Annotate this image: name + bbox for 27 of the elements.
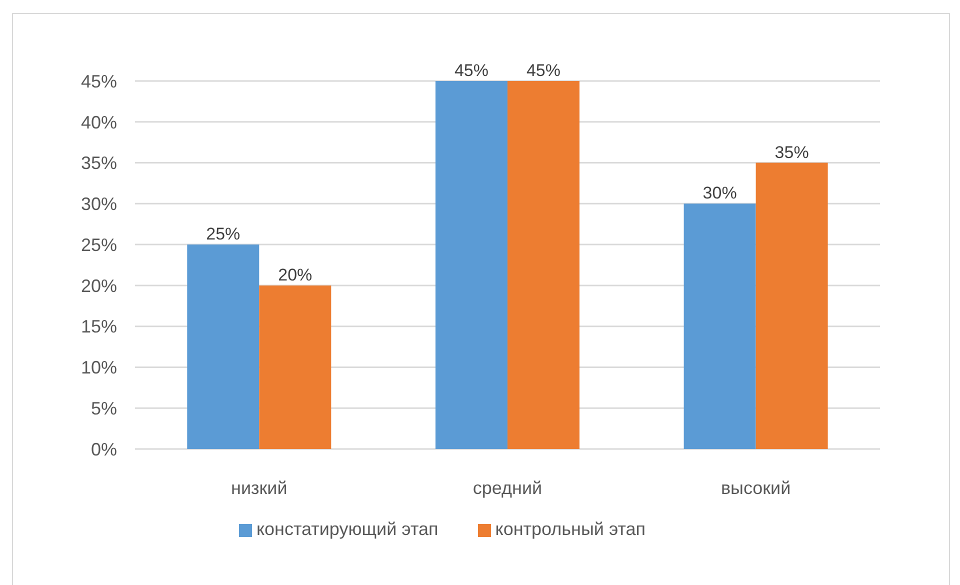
y-tick-label: 40%: [80, 112, 117, 132]
data-label: 20%: [278, 265, 312, 284]
y-tick-label: 35%: [80, 153, 117, 174]
legend-label: констатирующий этап: [256, 519, 438, 539]
bar: [684, 204, 756, 449]
data-label: 25%: [206, 224, 240, 244]
y-tick-label: 45%: [80, 71, 117, 92]
y-tick-label: 10%: [80, 358, 117, 378]
x-tick-label: высокий: [720, 478, 791, 498]
data-label: 30%: [702, 184, 737, 203]
y-tick-label: 30%: [80, 194, 117, 214]
y-tick-label: 25%: [80, 234, 117, 255]
bar: [507, 81, 580, 449]
bar: [259, 285, 332, 449]
y-tick-label: 20%: [80, 276, 117, 296]
y-tick-label: 5%: [90, 398, 117, 418]
y-tick-label: 0%: [90, 439, 117, 460]
x-tick-label: низкий: [231, 478, 288, 498]
bar: [756, 162, 828, 449]
data-label: 35%: [774, 142, 809, 162]
bar: [187, 244, 260, 449]
bar: [435, 81, 508, 449]
legend-label: контрольный этап: [495, 519, 646, 539]
data-label: 45%: [454, 61, 488, 80]
data-label: 45%: [526, 61, 560, 80]
y-tick-label: 15%: [80, 316, 117, 337]
x-tick-label: средний: [472, 478, 542, 498]
